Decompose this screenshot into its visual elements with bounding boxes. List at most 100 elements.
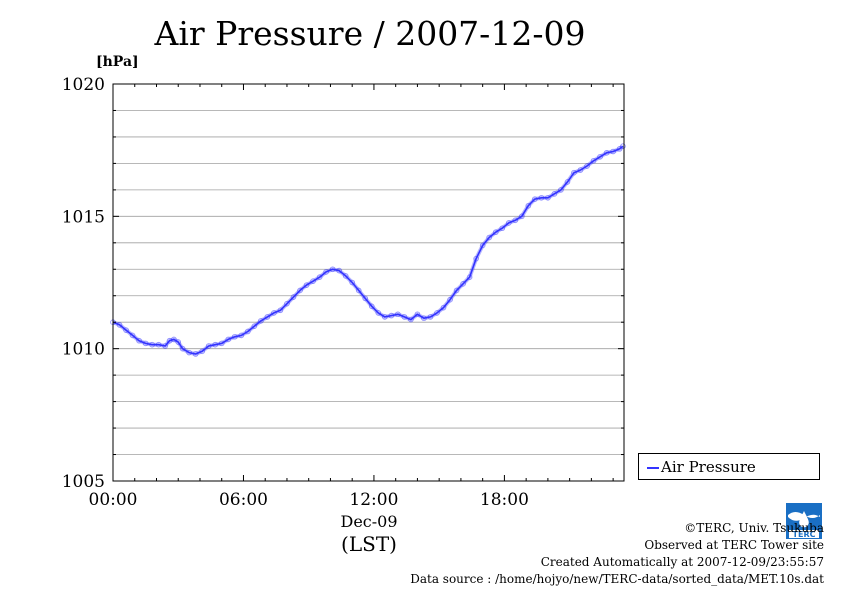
data-point (414, 311, 421, 318)
data-point (532, 196, 538, 202)
x-axis-date-label: Dec-09 (340, 512, 397, 531)
data-point (231, 333, 238, 340)
data-point (620, 143, 626, 149)
data-point (395, 311, 401, 318)
data-point (205, 343, 212, 349)
data-point (610, 148, 616, 155)
data-point (123, 327, 129, 333)
observed-line: Observed at TERC Tower site (644, 538, 824, 552)
y-tick-label: 1005 (62, 472, 105, 492)
data-point (460, 281, 466, 287)
data-point (466, 274, 473, 281)
data-point (264, 314, 271, 320)
data-point (408, 316, 414, 323)
data-point (427, 314, 434, 320)
data-point (284, 300, 290, 307)
data-point (155, 341, 162, 348)
data-point (162, 343, 168, 349)
data-point (323, 269, 329, 275)
series-halo (112, 144, 625, 356)
data-point (512, 217, 519, 224)
legend-label-air-pressure: Air Pressure (661, 458, 756, 476)
y-tick-label: 1020 (62, 75, 105, 95)
data-point (499, 225, 506, 232)
legend-swatch-air-pressure (647, 467, 659, 469)
data-point (225, 336, 232, 343)
data-point (564, 179, 571, 185)
data-point (136, 337, 142, 344)
y-tick-label: 1015 (62, 207, 105, 227)
created-line: Created Automatically at 2007-12-09/23:5… (540, 555, 824, 569)
data-point (362, 295, 369, 302)
data-point (290, 294, 297, 300)
x-tick-label: 06:00 (219, 490, 268, 510)
data-point (597, 153, 603, 160)
data-point (349, 279, 355, 286)
copyright-line: ©TERC, Univ. Tsukuba (684, 521, 824, 535)
data-source-line: Data source : /home/hojyo/new/TERC-data/… (410, 572, 824, 586)
series-line (112, 145, 624, 355)
data-point (342, 273, 349, 279)
data-point (271, 310, 277, 316)
data-point (368, 303, 375, 310)
data-point (401, 314, 408, 320)
data-point (505, 220, 512, 226)
data-point (116, 322, 123, 328)
data-point (453, 287, 460, 294)
data-point (329, 266, 336, 273)
y-axis-unit: [hPa] (96, 54, 139, 70)
y-tick-label: 1010 (62, 340, 105, 360)
data-point (218, 340, 225, 347)
axis-ticks (112, 83, 624, 482)
data-point (199, 348, 205, 355)
data-point (558, 187, 564, 193)
grid-lines (113, 110, 624, 455)
series-air-pressure (110, 143, 626, 357)
data-point (388, 312, 395, 319)
data-point (492, 229, 499, 236)
logo-text: TERC (793, 530, 816, 539)
data-point (577, 167, 584, 173)
data-point (192, 351, 199, 357)
data-point (171, 336, 177, 343)
data-point (129, 332, 136, 339)
data-point (336, 267, 342, 274)
data-point (245, 328, 251, 335)
data-point (316, 274, 323, 281)
data-point (518, 213, 525, 220)
data-point (355, 287, 362, 294)
legend: Air Pressure (638, 453, 820, 480)
data-point (538, 195, 545, 201)
data-point (434, 310, 440, 316)
data-point (584, 163, 590, 169)
data-point (186, 349, 192, 356)
y-axis-tick-labels: 1005 1010 1015 1020 (62, 75, 105, 492)
data-point (545, 195, 551, 201)
plot-frame (112, 83, 625, 482)
data-point (375, 310, 382, 316)
x-axis-tick-labels: 00:00 06:00 12:00 18:00 (89, 490, 529, 510)
data-point (258, 318, 264, 324)
data-point (251, 323, 258, 329)
data-point (590, 157, 597, 164)
data-point (149, 341, 155, 348)
data-point (238, 332, 245, 339)
data-point (525, 202, 532, 209)
data-point (421, 315, 427, 322)
chart-title: Air Pressure / 2007-12-09 (154, 14, 586, 53)
data-point (382, 314, 388, 320)
data-point (440, 304, 447, 311)
data-point (571, 169, 577, 176)
data-point (551, 191, 558, 197)
data-point (297, 287, 303, 294)
data-point (212, 341, 219, 348)
x-tick-label: 12:00 (349, 490, 398, 510)
data-point (479, 242, 486, 249)
data-point (310, 278, 316, 284)
data-point (277, 307, 284, 314)
data-point (142, 340, 149, 347)
terc-logo: TERC (786, 503, 822, 539)
data-point (486, 234, 492, 241)
x-tick-label: 18:00 (480, 490, 529, 510)
